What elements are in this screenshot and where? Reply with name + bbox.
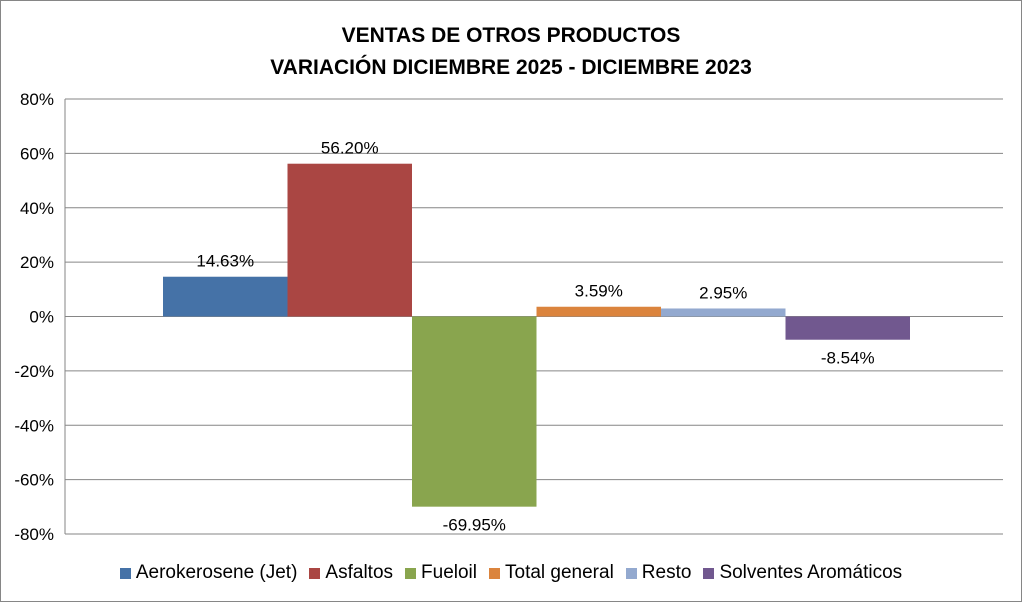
legend-label: Fueloil <box>421 562 477 583</box>
legend-item: Total general <box>489 562 614 584</box>
y-tick-label: 40% <box>20 199 54 218</box>
legend-item: Asfaltos <box>309 562 393 584</box>
data-label: 3.59% <box>575 282 623 301</box>
data-label: 2.95% <box>699 283 747 302</box>
legend-swatch <box>119 567 131 579</box>
y-tick-label: 80% <box>20 90 54 109</box>
bar-resto <box>661 308 786 317</box>
data-label: 56.20% <box>321 139 379 158</box>
data-label: -69.95% <box>443 516 506 535</box>
legend-item: Resto <box>625 562 692 584</box>
bar-fueloil <box>412 316 537 507</box>
legend-label: Solventes Aromáticos <box>719 562 903 583</box>
bar-total-general <box>536 306 661 317</box>
legend-label: Asfaltos <box>325 562 394 583</box>
y-tick-label: 0% <box>29 308 54 327</box>
y-tick-label: 60% <box>20 144 54 163</box>
legend-label: Resto <box>641 562 692 583</box>
legend-swatch <box>309 567 321 579</box>
y-tick-label: -60% <box>14 471 54 490</box>
chart-title-line-1: VENTAS DE OTROS PRODUCTOS <box>341 24 681 47</box>
legend-swatch <box>489 567 500 579</box>
legend-item: Solventes Aromáticos <box>703 562 902 584</box>
chart-title-line-2: VARIACIÓN DICIEMBRE 2025 - DICIEMBRE 202… <box>270 56 752 79</box>
bar-asfaltos <box>287 163 412 317</box>
y-tick-label: 20% <box>20 253 54 272</box>
legend-swatch <box>405 567 417 579</box>
y-tick-label: -40% <box>14 416 54 435</box>
legend-item: Fueloil <box>405 562 477 584</box>
y-tick-label: -20% <box>14 362 54 381</box>
data-label: 14.63% <box>196 252 254 271</box>
legend: Aerokerosene (Jet) Asfaltos Fueloil Total g… <box>0 562 1022 584</box>
bar-aerokerosene-jet- <box>163 276 288 317</box>
y-tick-label: -80% <box>14 525 54 544</box>
legend-swatch <box>625 567 637 579</box>
legend-label: Total general <box>505 562 614 583</box>
data-label: -8.54% <box>821 349 875 368</box>
legend-label: Aerokerosene (Jet) <box>135 562 298 583</box>
legend-item: Aerokerosene (Jet) <box>119 562 298 584</box>
legend-swatch <box>703 567 715 579</box>
bar-solventes-arom-ticos <box>785 316 910 340</box>
